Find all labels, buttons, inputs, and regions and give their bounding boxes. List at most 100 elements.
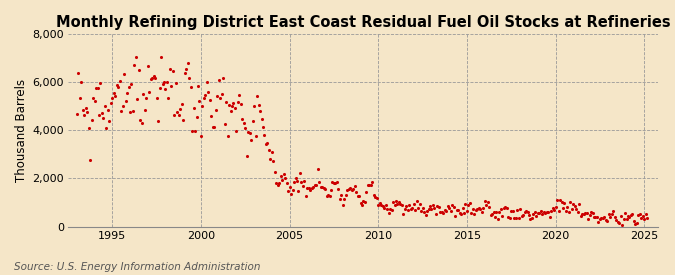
Point <box>176 101 187 106</box>
Point <box>184 76 194 80</box>
Point <box>488 209 499 214</box>
Point <box>267 150 277 154</box>
Point <box>129 63 140 68</box>
Point <box>460 202 471 206</box>
Point <box>315 185 326 189</box>
Point <box>222 133 233 138</box>
Point <box>376 203 387 208</box>
Point <box>109 91 119 95</box>
Point <box>238 121 249 125</box>
Point <box>404 203 414 207</box>
Point <box>342 188 352 193</box>
Point <box>339 197 350 201</box>
Point <box>362 183 373 187</box>
Point <box>192 84 203 88</box>
Point <box>520 209 531 213</box>
Point <box>466 211 477 216</box>
Point <box>442 204 453 208</box>
Point <box>587 211 598 215</box>
Point <box>596 215 607 220</box>
Point <box>325 188 336 192</box>
Point <box>300 194 311 198</box>
Title: Monthly Refining District East Coast Residual Fuel Oil Stocks at Refineries: Monthly Refining District East Coast Res… <box>56 15 670 30</box>
Point <box>433 205 444 209</box>
Point <box>637 214 648 218</box>
Point <box>583 217 593 221</box>
Point <box>345 186 356 190</box>
Point <box>94 113 105 118</box>
Point <box>132 97 143 101</box>
Point <box>122 91 132 96</box>
Point <box>590 215 601 219</box>
Point <box>293 189 304 193</box>
Point <box>551 198 562 203</box>
Point <box>451 208 462 213</box>
Point <box>126 82 137 86</box>
Point <box>543 210 554 214</box>
Point <box>639 217 649 221</box>
Point <box>642 216 653 220</box>
Point <box>510 216 521 220</box>
Point <box>417 206 428 210</box>
Point <box>73 71 84 75</box>
Point <box>296 179 307 184</box>
Point <box>103 108 113 112</box>
Point <box>278 172 289 176</box>
Point <box>212 94 223 98</box>
Point <box>612 220 623 224</box>
Point <box>82 109 92 114</box>
Point <box>500 205 511 210</box>
Point <box>136 121 147 125</box>
Point <box>236 102 246 106</box>
Point <box>281 181 292 185</box>
Point <box>157 82 168 87</box>
Point <box>482 200 493 205</box>
Point <box>227 104 238 108</box>
Point <box>475 207 485 211</box>
Point <box>128 109 138 113</box>
Point <box>190 129 200 133</box>
Point <box>420 213 431 218</box>
Point <box>577 211 588 216</box>
Point <box>247 119 258 123</box>
Point <box>516 214 527 218</box>
Point <box>382 207 393 211</box>
Point <box>194 99 205 103</box>
Point <box>553 208 564 213</box>
Point <box>244 131 255 135</box>
Point <box>615 214 626 218</box>
Point <box>431 212 441 216</box>
Point <box>306 186 317 191</box>
Point <box>509 216 520 220</box>
Point <box>299 179 310 183</box>
Point <box>125 110 136 115</box>
Point <box>187 129 198 133</box>
Point <box>221 100 232 104</box>
Point <box>101 125 112 130</box>
Point <box>298 184 308 188</box>
Point <box>385 207 396 211</box>
Point <box>205 98 215 103</box>
Point <box>88 96 99 101</box>
Point <box>327 179 338 184</box>
Point <box>329 181 340 185</box>
Point <box>253 103 264 107</box>
Point <box>407 205 418 210</box>
Point <box>348 187 358 191</box>
Point <box>175 106 186 111</box>
Point <box>369 193 379 197</box>
Point <box>344 187 354 191</box>
Point <box>289 180 300 184</box>
Point <box>437 210 448 214</box>
Point <box>161 80 172 84</box>
Point <box>144 90 155 95</box>
Point <box>578 212 589 216</box>
Point <box>72 111 82 116</box>
Point <box>98 116 109 120</box>
Point <box>265 156 276 161</box>
Point <box>380 203 391 207</box>
Point <box>626 213 637 218</box>
Point <box>425 204 435 208</box>
Point <box>223 102 234 107</box>
Point <box>302 186 313 190</box>
